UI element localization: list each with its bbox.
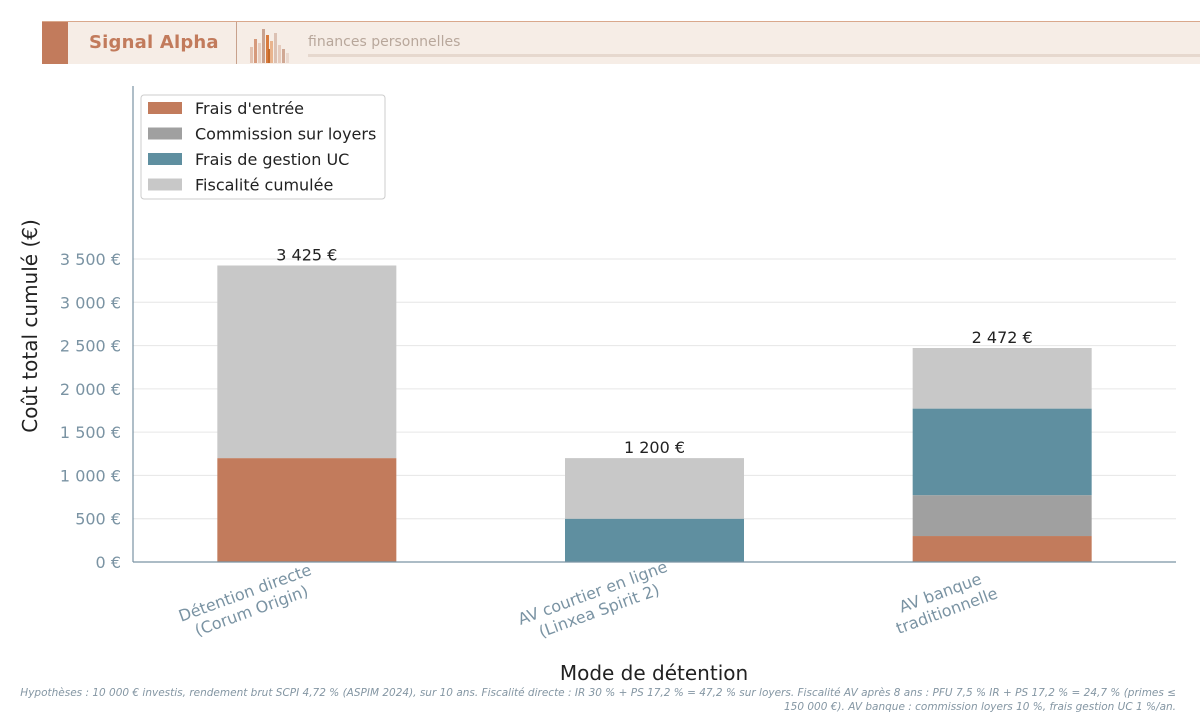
assumptions-footnote: Hypothèses : 10 000 € investis, rendemen…	[20, 687, 1176, 713]
total-label: 1 200 €	[624, 438, 685, 457]
y-tick-label: 1 500 €	[60, 423, 121, 442]
header-rule	[308, 54, 1200, 57]
y-tick-label: 2 500 €	[60, 337, 121, 356]
total-label: 3 425 €	[276, 245, 337, 264]
legend-box	[140, 94, 386, 200]
legend-label: Frais d'entrée	[195, 99, 304, 118]
bar-chart-logo-icon	[250, 29, 289, 63]
header-divider	[236, 22, 237, 64]
y-tick-label: 0 €	[96, 553, 121, 572]
brand-accent-block	[42, 22, 68, 64]
bars	[217, 265, 1092, 562]
y-tick-label: 3 000 €	[60, 293, 121, 312]
x-tick-label: AV courtier en ligne(Linxea Spirit 2)	[515, 557, 676, 647]
legend-label: Frais de gestion UC	[195, 150, 349, 169]
bar-segment	[565, 458, 744, 519]
bar-segment	[912, 408, 1092, 496]
axes	[132, 86, 1176, 563]
total-label: 2 472 €	[972, 328, 1033, 347]
x-tick-label: Détention directe(Corum Origin)	[176, 560, 320, 644]
y-tick-label: 500 €	[75, 510, 121, 529]
labels: 0 € 500 € 1 000 € 1 500 € 2 000 € 2 500 € 3 00…	[18, 219, 1033, 685]
legend-swatch	[148, 127, 182, 140]
legend: Frais d'entrée Commission sur loyers Frais…	[140, 94, 386, 200]
y-axis-title: Coût total cumulé (€)	[18, 219, 42, 433]
legend-label: Fiscalité cumulée	[195, 176, 333, 195]
bar-segment	[217, 458, 397, 562]
bar-segment	[217, 265, 397, 459]
legend-label: Commission sur loyers	[195, 125, 376, 144]
bar-segment	[565, 518, 744, 562]
y-tick-label: 1 000 €	[60, 466, 121, 485]
legend-swatch	[148, 153, 182, 165]
legend-swatch	[148, 178, 182, 191]
header-subtitle: finances personnelles	[308, 34, 461, 50]
legend-swatch	[148, 102, 182, 114]
header-bar: Signal Alpha finances personnelles	[42, 21, 1200, 64]
y-tick-label: 3 500 €	[60, 250, 121, 269]
bar-segment	[912, 347, 1092, 409]
brand-name: Signal Alpha	[89, 32, 219, 53]
x-axis-title: Mode de détention	[560, 661, 748, 685]
bar-segment	[912, 495, 1092, 537]
bar-segment	[912, 536, 1092, 562]
y-tick-label: 2 000 €	[60, 380, 121, 399]
x-tick-label: AV banquetraditionnelle	[887, 566, 1000, 638]
